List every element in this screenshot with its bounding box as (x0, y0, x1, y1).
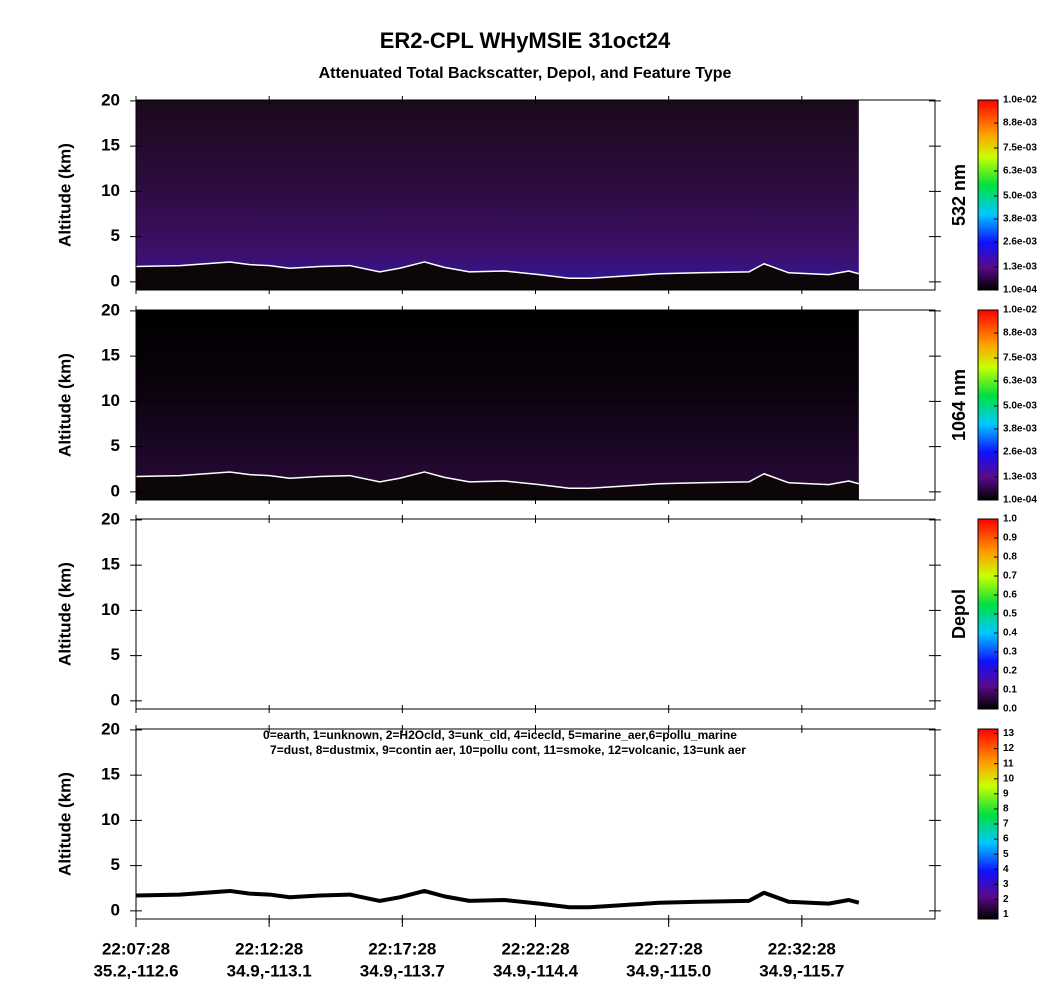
x-tick-label: 22:07:28 (102, 939, 170, 958)
ground-line (135, 471, 860, 489)
colorbar-tick-label: 5 (1003, 849, 1009, 860)
x-tick-location: 34.9,-114.4 (493, 961, 579, 980)
curtain-background (136, 100, 859, 290)
y-tick-label: 10 (101, 391, 120, 410)
colorbar-tick-label: 5.0e-03 (1003, 401, 1037, 412)
colorbar-tick-label: 0.2 (1003, 666, 1017, 677)
colorbar-tick-label: 3.8e-03 (1003, 424, 1037, 435)
colorbar-tick-label: 7.5e-03 (1003, 143, 1037, 154)
colorbar-tick-label: 9 (1003, 788, 1009, 799)
colorbar-tick-label: 8.8e-03 (1003, 328, 1037, 339)
plot-frame (135, 518, 936, 710)
colorbar-tick-label: 6 (1003, 834, 1009, 845)
y-tick-label: 5 (111, 645, 120, 664)
colorbar-tick-label: 5.0e-03 (1003, 191, 1037, 202)
x-tick-label: 22:17:28 (368, 939, 436, 958)
ground-line (135, 888, 860, 910)
colorbar-tick-label: 1.3e-03 (1003, 262, 1037, 273)
colorbar-tick-label: 0.4 (1003, 628, 1017, 639)
x-tick-label: 22:32:28 (768, 939, 836, 958)
colorbar-tick-label: 0.8 (1003, 552, 1017, 563)
curtain-background (136, 310, 859, 500)
x-tick-location: 34.9,-115.7 (759, 961, 844, 980)
colorbar-tick-label: 1.0e-04 (1003, 495, 1037, 506)
y-tick-label: 0 (111, 271, 120, 290)
y-tick-label: 5 (111, 855, 120, 874)
chart-subtitle: Attenuated Total Backscatter, Depol, and… (319, 65, 732, 82)
y-tick-label: 15 (101, 346, 120, 365)
y-tick-label: 20 (101, 90, 120, 109)
chart-title: ER2-CPL WHyMSIE 31oct24 (380, 28, 671, 53)
colorbar-tick-label: 1.0e-04 (1003, 285, 1037, 296)
y-tick-label: 20 (101, 719, 120, 738)
colorbar-label: 1064 nm (949, 369, 969, 441)
y-axis-label: Altitude (km) (55, 143, 74, 247)
colorbar-tick-label: 10 (1003, 773, 1015, 784)
colorbar-tick-label: 7 (1003, 819, 1009, 830)
x-tick-location: 34.9,-115.0 (626, 961, 711, 980)
y-tick-label: 0 (111, 690, 120, 709)
x-tick-label: 22:12:28 (235, 939, 303, 958)
colorbar-tick-label: 8.8e-03 (1003, 118, 1037, 129)
x-tick-label: 22:27:28 (635, 939, 703, 958)
y-tick-label: 5 (111, 436, 120, 455)
colorbar-tick-label: 6.3e-03 (1003, 376, 1037, 387)
y-tick-label: 10 (101, 810, 120, 829)
colorbar (977, 309, 999, 501)
x-tick-label: 22:22:28 (501, 939, 569, 958)
colorbar-tick-label: 1.0e-02 (1003, 305, 1037, 316)
x-tick-location: 34.9,-113.1 (227, 961, 312, 980)
colorbar-tick-label: 1.0 (1003, 514, 1017, 525)
colorbar-tick-label: 11 (1003, 758, 1014, 769)
y-tick-label: 0 (111, 900, 120, 919)
colorbar-tick-label: 4 (1003, 864, 1009, 875)
colorbar-tick-label: 1 (1003, 909, 1009, 920)
colorbar (977, 99, 999, 291)
colorbar-label: Depol (949, 589, 969, 639)
colorbar-tick-label: 3 (1003, 879, 1009, 890)
y-axis-label: Altitude (km) (55, 772, 74, 876)
feature-legend: 7=dust, 8=dustmix, 9=contin aer, 10=poll… (270, 743, 746, 757)
y-axis-label: Altitude (km) (55, 562, 74, 666)
x-tick-location: 34.9,-113.7 (360, 961, 445, 980)
y-tick-label: 0 (111, 481, 120, 500)
colorbar-tick-label: 2.6e-03 (1003, 447, 1037, 458)
colorbar-tick-label: 0.1 (1003, 685, 1017, 696)
y-tick-label: 15 (101, 136, 120, 155)
y-tick-label: 10 (101, 181, 120, 200)
y-tick-label: 20 (101, 509, 120, 528)
colorbar-tick-label: 2.6e-03 (1003, 237, 1037, 248)
y-tick-label: 15 (101, 765, 120, 784)
ground-area (136, 261, 859, 290)
plot-frame (135, 728, 936, 920)
colorbar-tick-label: 0.3 (1003, 647, 1017, 658)
y-axis-label: Altitude (km) (55, 353, 74, 457)
colorbar-tick-label: 0.5 (1003, 609, 1017, 620)
colorbar-label: 532 nm (949, 164, 969, 226)
x-tick-location: 35.2,-112.6 (93, 961, 178, 980)
y-tick-label: 15 (101, 555, 120, 574)
colorbar-tick-label: 8 (1003, 804, 1009, 815)
colorbar-tick-label: 0.7 (1003, 571, 1017, 582)
ground-area (136, 471, 859, 500)
colorbar-tick-label: 2 (1003, 894, 1009, 905)
colorbar-tick-label: 0.9 (1003, 533, 1017, 544)
colorbar-tick-label: 7.5e-03 (1003, 353, 1037, 364)
y-tick-label: 5 (111, 226, 120, 245)
ground-line (135, 261, 860, 279)
colorbar-tick-label: 1.3e-03 (1003, 472, 1037, 483)
y-tick-label: 10 (101, 600, 120, 619)
colorbar-tick-label: 0.0 (1003, 704, 1017, 715)
colorbar-tick-label: 1.0e-02 (1003, 95, 1037, 106)
colorbar-tick-label: 12 (1003, 743, 1015, 754)
colorbar-tick-label: 13 (1003, 728, 1015, 739)
feature-legend: 0=earth, 1=unknown, 2=H2Ocld, 3=unk_cld,… (263, 728, 737, 742)
colorbar-tick-label: 3.8e-03 (1003, 214, 1037, 225)
y-tick-label: 20 (101, 300, 120, 319)
colorbar-tick-label: 6.3e-03 (1003, 166, 1037, 177)
colorbar-tick-label: 0.6 (1003, 590, 1017, 601)
